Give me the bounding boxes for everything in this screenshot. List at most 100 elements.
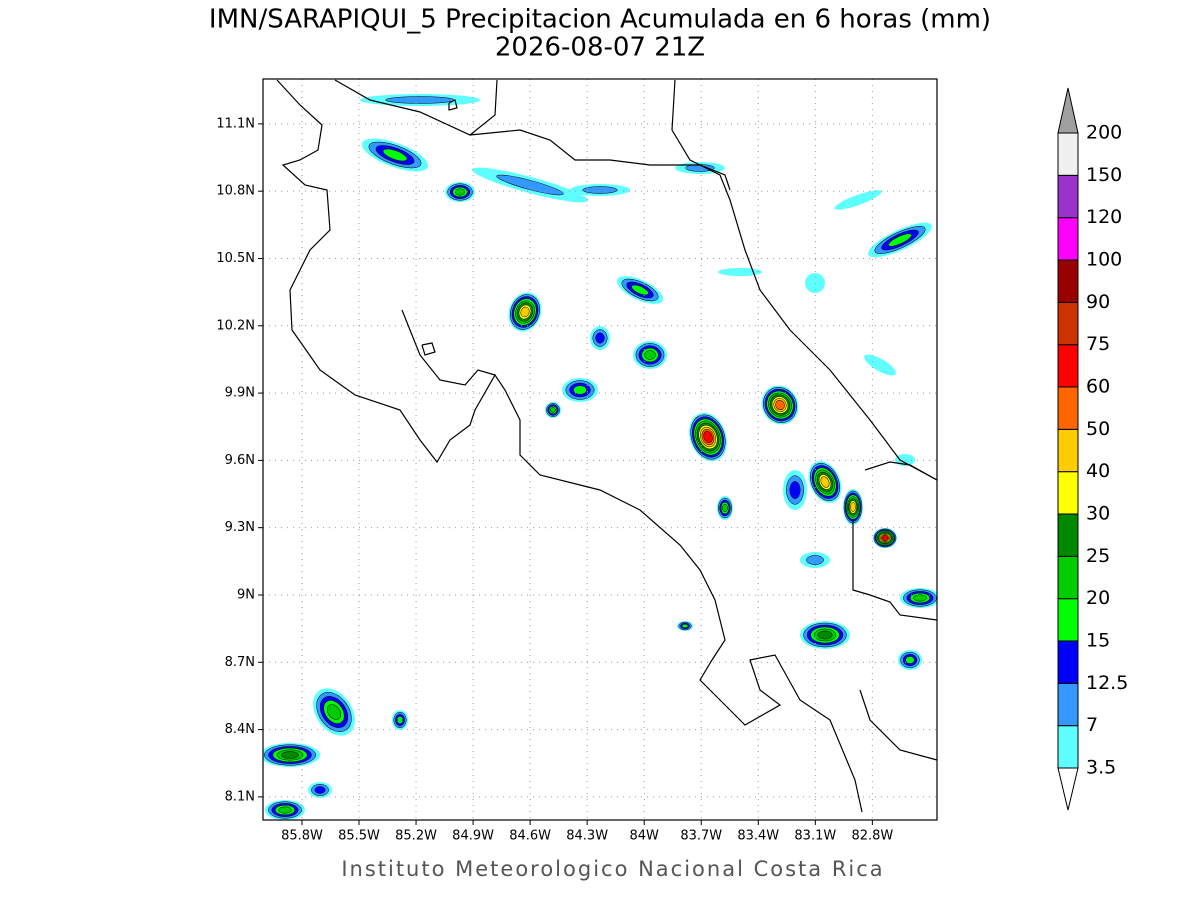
coastline-part [859, 689, 938, 761]
colorbar-label: 90 [1086, 291, 1110, 313]
x-tick-label: 84.9W [452, 829, 494, 844]
rain-cell [454, 188, 466, 196]
rain-cell [888, 233, 912, 247]
colorbar: 3.5 7 12.5 15 20 25 30 40 50 60 75 90 100 120 150 200 [1057, 87, 1128, 811]
rain-cell [396, 716, 404, 724]
colorbar-box [1057, 386, 1079, 430]
coastline-part [401, 309, 496, 386]
colorbar-label: 50 [1086, 418, 1110, 440]
map-frame [262, 78, 938, 821]
rain-cell [905, 656, 915, 664]
y-tick-label: 8.1N [225, 789, 255, 804]
colorbar-label: 200 [1086, 122, 1122, 144]
colorbar-box [1057, 301, 1079, 346]
colorbar-box [1057, 682, 1079, 727]
colorbar-box [1057, 132, 1079, 176]
rain-cell [631, 284, 649, 296]
colorbar-label: 150 [1086, 164, 1122, 186]
x-tick-label: 85.5W [338, 829, 380, 844]
colorbar-box [1057, 428, 1079, 473]
colorbar-box [1057, 344, 1079, 388]
rain-cell [314, 786, 326, 794]
colorbar-box [1057, 640, 1079, 684]
colorbar-box [1057, 259, 1079, 303]
colorbar-under [1057, 767, 1079, 811]
rain-cell [382, 148, 408, 162]
rain-cell [820, 476, 830, 488]
y-tick-label: 8.4N [225, 722, 255, 737]
rain-cell [644, 350, 656, 360]
colorbar-label: 120 [1086, 206, 1122, 228]
colorbar-box [1057, 217, 1079, 261]
precipitation [263, 94, 937, 820]
colorbar-over [1057, 87, 1079, 134]
rain-cell [385, 96, 455, 104]
colorbar-box [1057, 598, 1079, 642]
x-tick-label: 84.6W [509, 829, 551, 844]
x-tick-label: 85.2W [395, 829, 437, 844]
rain-cell [496, 174, 564, 196]
colorbar-box [1057, 555, 1079, 600]
colorbar-label: 15 [1086, 630, 1110, 652]
rain-cell [550, 407, 556, 413]
rain-cell [817, 630, 833, 640]
colorbar-label: 60 [1086, 376, 1110, 398]
y-tick-label: 10.2N [216, 318, 255, 333]
y-tick-label: 9N [237, 587, 255, 602]
coastline-part [852, 520, 938, 621]
x-tick-label: 83.7W [680, 829, 722, 844]
rain-cell [582, 186, 618, 194]
rain-cell [881, 535, 889, 541]
colorbar-label: 20 [1086, 587, 1110, 609]
coastline-part [448, 99, 458, 111]
rain-cell [520, 306, 530, 318]
coastline-part [671, 79, 938, 481]
y-tick-label: 8.7N [225, 655, 255, 670]
rain-cell [681, 623, 689, 629]
rain-cell [718, 268, 762, 276]
rain-cell [278, 806, 292, 814]
x-tick-label: 85.8W [281, 829, 323, 844]
rain-cell [913, 594, 927, 602]
coastline-part [864, 461, 938, 481]
x-tick-label: 83.4W [737, 829, 779, 844]
x-tick-label: 84.3W [566, 829, 608, 844]
colorbar-label: 100 [1086, 249, 1122, 271]
rain-cell [850, 502, 856, 512]
x-tick-label: 84W [630, 829, 660, 844]
colorbar-box [1057, 513, 1079, 557]
axis-ticks: 85.8W 85.5W 85.2W 84.9W 84.6W 84.3W 84W 83.7W 83… [216, 116, 893, 843]
coastline-part [469, 129, 731, 191]
rain-cell [775, 399, 785, 411]
title: IMN/SARAPIQUI_5 Precipitacion Acumulada … [209, 5, 991, 35]
grid [263, 79, 937, 820]
subtitle: 2026-08-07 21Z [495, 33, 705, 63]
y-tick-label: 9.6N [225, 453, 255, 468]
colorbar-label: 75 [1086, 333, 1110, 355]
rain-cell [327, 704, 341, 720]
rain-cell [722, 503, 728, 513]
colorbar-box [1057, 174, 1079, 219]
coastline-part [421, 342, 436, 356]
colorbar-label: 40 [1086, 460, 1110, 482]
colorbar-label: 25 [1086, 545, 1110, 567]
rain-cell [595, 332, 605, 344]
colorbar-label: 30 [1086, 503, 1110, 525]
y-tick-label: 10.5N [216, 251, 255, 266]
y-tick-label: 11.1N [216, 116, 255, 131]
colorbar-label: 3.5 [1086, 757, 1116, 779]
rain-cell [703, 431, 713, 443]
colorbar-label: 12.5 [1086, 672, 1128, 694]
colorbar-box [1057, 471, 1079, 515]
coastline [276, 79, 938, 813]
x-tick-label: 83.1W [794, 829, 836, 844]
rain-cell [789, 481, 801, 499]
y-tick-label: 9.9N [225, 386, 255, 401]
colorbar-label: 7 [1086, 714, 1098, 736]
y-tick-label: 9.3N [225, 520, 255, 535]
x-tick-label: 82.8W [851, 829, 893, 844]
credit: Instituto Meteorologico Nacional Costa R… [341, 857, 884, 881]
